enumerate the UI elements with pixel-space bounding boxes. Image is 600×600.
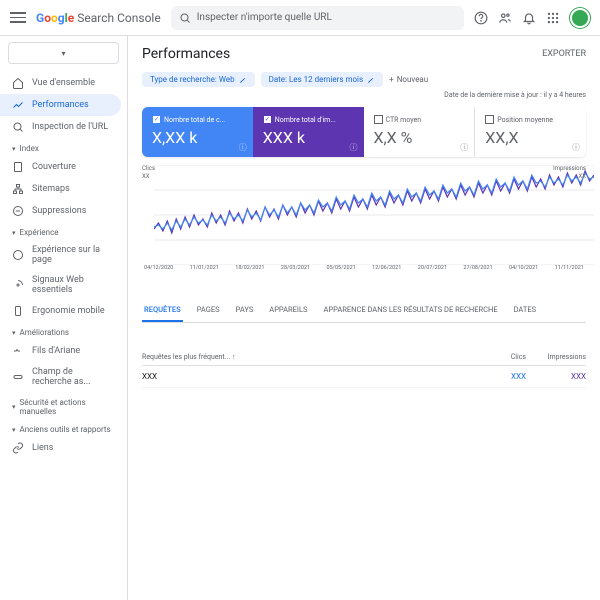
export-button[interactable]: EXPORTER [528, 49, 586, 59]
pencil-icon [239, 76, 247, 84]
page-title: Performances [142, 46, 230, 62]
star-icon [12, 249, 24, 261]
nav-removals[interactable]: Suppressions [0, 200, 121, 222]
data-tabs: REQUÊTES PAGES PAYS APPAREILS APPARENCE … [142, 299, 586, 323]
nav-page-experience[interactable]: Expérience sur la page [0, 240, 121, 270]
filter-chips: Type de recherche: Web Date: Les 12 dern… [142, 72, 586, 87]
doc-icon [12, 161, 24, 173]
metric-cards: ✓Nombre total de c... X,XX k ⓘ ✓Nombre t… [142, 107, 586, 157]
nav-url-inspection[interactable]: Inspection de l'URL [0, 116, 121, 138]
y-axis-right-tick: XX [578, 173, 586, 180]
tab-queries[interactable]: REQUÊTES [142, 299, 183, 322]
nav-breadcrumbs[interactable]: Fils d'Ariane [0, 340, 121, 362]
nav-section-experience[interactable]: Expérience [0, 222, 127, 240]
tab-dates[interactable]: DATES [512, 299, 538, 322]
avatar[interactable] [570, 8, 590, 28]
performance-chart: Clics XX Impressions XX 04/12/202011/01/… [142, 165, 586, 285]
logo: Google Search Console [36, 11, 161, 25]
info-icon[interactable]: ⓘ [350, 142, 358, 153]
last-updated: Date de la dernière mise à jour : il y a… [142, 91, 586, 99]
filter-icon[interactable] [574, 333, 586, 345]
nav-section-legacy[interactable]: Anciens outils et rapports [0, 419, 127, 437]
tab-countries[interactable]: PAYS [234, 299, 256, 322]
tab-devices[interactable]: APPAREILS [267, 299, 309, 322]
help-icon[interactable] [474, 11, 488, 25]
table-header: Requêtes les plus fréquent... ↑ Clics Im… [142, 349, 586, 366]
bell-icon[interactable] [522, 11, 536, 25]
line-chart-svg [154, 165, 594, 265]
x-axis-ticks: 04/12/202011/01/202118/02/202128/03/2021… [142, 265, 586, 271]
info-icon[interactable]: ⓘ [239, 142, 247, 153]
chart-icon [12, 99, 24, 111]
nav-overview[interactable]: Vue d'ensemble [0, 72, 121, 94]
pencil-icon [367, 76, 375, 84]
nav-core-web-vitals[interactable]: Signaux Web essentiels [0, 270, 121, 300]
metric-position[interactable]: Position moyenne XX,X ⓘ [475, 107, 586, 157]
sitemap-icon [12, 183, 24, 195]
search-icon [12, 121, 24, 133]
plus-icon: + [389, 75, 394, 84]
url-inspect-search[interactable]: Inspecter n'importe quelle URL [171, 6, 464, 30]
y-axis-left-tick: XX [142, 173, 150, 180]
y-axis-left-label: Clics [142, 165, 155, 172]
link-icon [12, 442, 24, 454]
property-selector[interactable]: ▾ [8, 42, 119, 64]
search-placeholder: Inspecter n'importe quelle URL [197, 12, 332, 23]
chip-date[interactable]: Date: Les 12 derniers mois [261, 72, 384, 87]
nav-section-security[interactable]: Sécurité et actions manuelles [0, 392, 127, 419]
col-clicks[interactable]: Clics [476, 353, 526, 361]
col-impressions[interactable]: Impressions [526, 353, 586, 361]
nav-links[interactable]: Liens [0, 437, 121, 459]
search-icon [179, 12, 191, 24]
tab-search-appearance[interactable]: APPARENCE DANS LES RÉSULTATS DE RECHERCH… [321, 299, 499, 322]
nav-coverage[interactable]: Couverture [0, 156, 121, 178]
speed-icon [12, 279, 24, 291]
tab-pages[interactable]: PAGES [195, 299, 222, 322]
metric-ctr[interactable]: CTR moyen X,X % ⓘ [364, 107, 476, 157]
menu-icon[interactable] [10, 10, 26, 26]
nav-sitemaps[interactable]: Sitemaps [0, 178, 121, 200]
download-icon [528, 49, 538, 59]
breadcrumb-icon [12, 345, 24, 357]
metric-impressions[interactable]: ✓Nombre total d'im... XXX k ⓘ [253, 107, 364, 157]
info-icon[interactable]: ⓘ [460, 142, 468, 153]
people-icon[interactable] [498, 11, 512, 25]
sidebar: ▾ Vue d'ensemble Performances Inspection… [0, 36, 128, 600]
metric-clicks[interactable]: ✓Nombre total de c... X,XX k ⓘ [142, 107, 253, 157]
add-filter-button[interactable]: + Nouveau [389, 75, 428, 84]
nav-section-enhancements[interactable]: Améliorations [0, 322, 127, 340]
nav-section-index[interactable]: Index [0, 138, 127, 156]
nav-performance[interactable]: Performances [0, 94, 121, 116]
checkbox-icon [374, 115, 383, 124]
remove-icon [12, 205, 24, 217]
checkbox-icon [485, 115, 494, 124]
col-query[interactable]: Requêtes les plus fréquent... [142, 353, 230, 361]
header: Google Search Console Inspecter n'import… [0, 0, 600, 36]
home-icon [12, 77, 24, 89]
nav-sitelinks-search[interactable]: Champ de recherche as... [0, 362, 121, 392]
nav-mobile-usability[interactable]: Ergonomie mobile [0, 300, 121, 322]
checkbox-icon: ✓ [263, 115, 272, 124]
chip-search-type[interactable]: Type de recherche: Web [142, 72, 255, 87]
apps-icon[interactable] [546, 11, 560, 25]
checkbox-icon: ✓ [152, 115, 161, 124]
main-content: Performances EXPORTER Type de recherche:… [128, 36, 600, 600]
info-icon[interactable]: ⓘ [572, 142, 580, 153]
y-axis-right-label: Impressions [553, 165, 586, 172]
table-row[interactable]: XXX XXX XXX [142, 366, 586, 388]
mobile-icon [12, 305, 24, 317]
searchbox-icon [12, 371, 24, 383]
